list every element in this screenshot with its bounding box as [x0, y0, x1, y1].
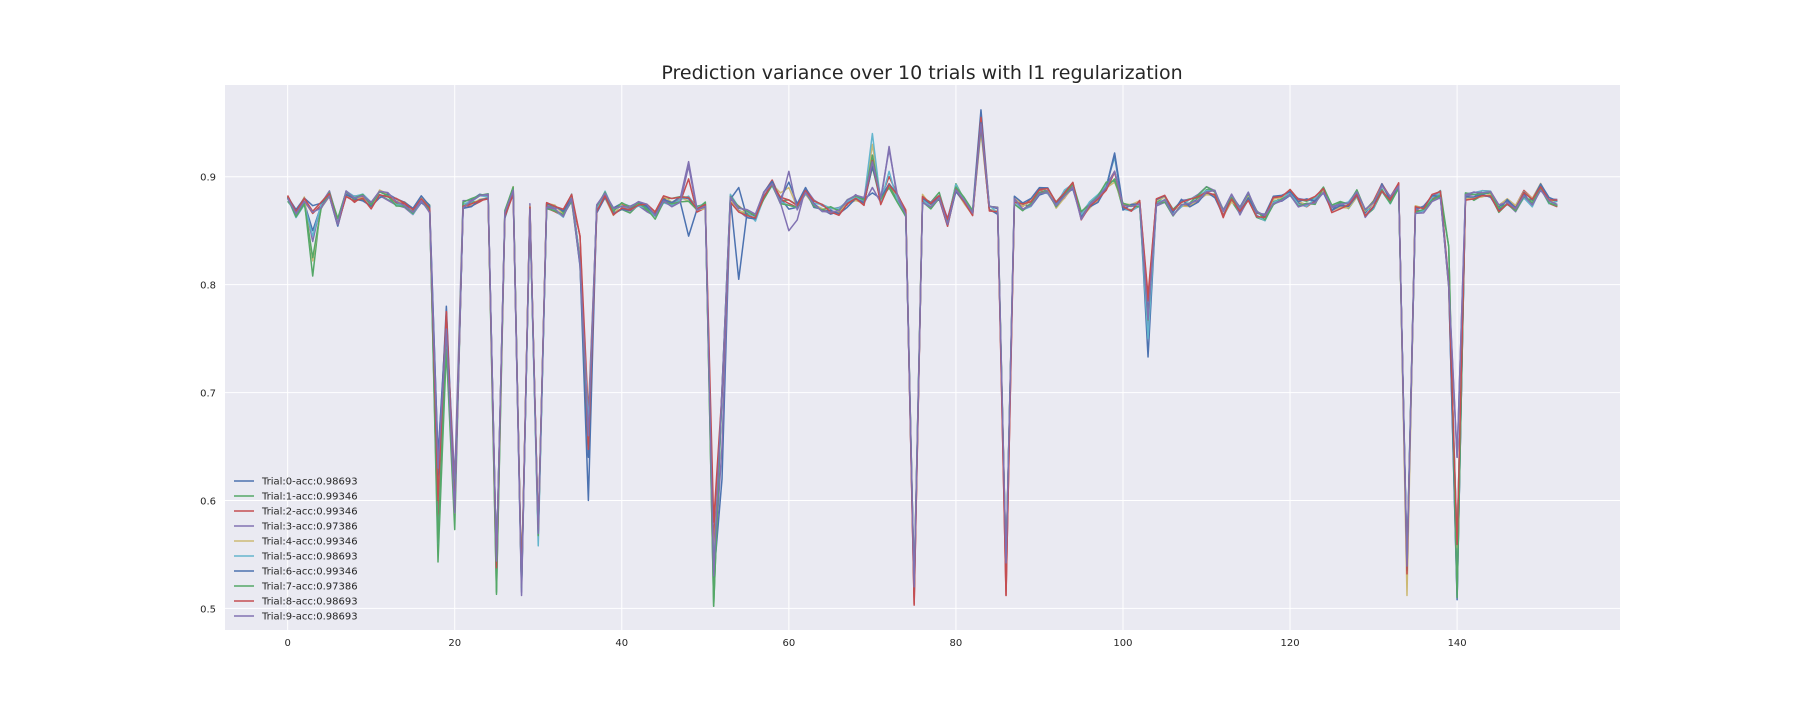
legend-entry: Trial:0-acc:0.98693 [261, 477, 358, 488]
legend-entry: Trial:9-acc:0.98693 [261, 612, 358, 623]
x-tick-label: 140 [1448, 638, 1467, 649]
legend-entry: Trial:3-acc:0.97386 [261, 522, 358, 533]
x-tick-label: 60 [782, 638, 795, 649]
legend-entry: Trial:4-acc:0.99346 [261, 537, 358, 548]
y-tick-label: 0.9 [200, 173, 216, 184]
series-lines [286, 109, 1558, 608]
x-tick-label: 80 [950, 638, 963, 649]
legend: Trial:0-acc:0.98693 Trial:1-acc:0.99346 Tr… [234, 477, 358, 623]
axis-ticks: 0 20 40 60 80 100 120 140 0.5 0.6 0.7 0.8 0.9 [200, 173, 1467, 649]
x-tick-label: 20 [448, 638, 461, 649]
x-tick-label: 40 [615, 638, 628, 649]
plot-area [225, 85, 1620, 630]
legend-entry: Trial:6-acc:0.99346 [261, 567, 358, 578]
x-tick-label: 120 [1280, 638, 1299, 649]
series-line-trial-9 [286, 123, 1558, 593]
chart-title: Prediction variance over 10 trials with … [661, 62, 1182, 84]
y-tick-label: 0.8 [200, 281, 216, 292]
legend-entry: Trial:2-acc:0.99346 [261, 507, 358, 518]
x-tick-label: 100 [1113, 638, 1132, 649]
x-tick-label: 0 [284, 638, 290, 649]
legend-entry: Trial:5-acc:0.98693 [261, 552, 358, 563]
legend-entry: Trial:7-acc:0.97386 [261, 582, 358, 593]
y-tick-label: 0.6 [200, 496, 216, 507]
legend-entry: Trial:8-acc:0.98693 [261, 597, 358, 608]
legend-entry: Trial:1-acc:0.99346 [261, 492, 358, 503]
y-tick-label: 0.5 [200, 604, 216, 615]
y-tick-label: 0.7 [200, 389, 216, 400]
